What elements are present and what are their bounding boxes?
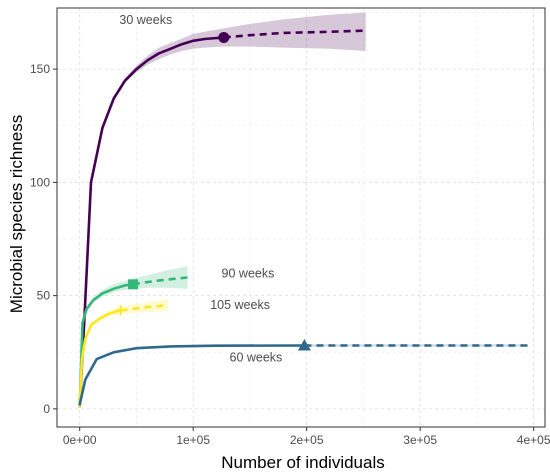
annotation-60-weeks: 60 weeks [230,350,283,364]
y-axis-title: Microbial species richness [7,115,26,313]
x-tick-label: 2e+05 [290,433,324,447]
ci-ribbon-90-weeks [79,266,188,407]
x-axis-ticks: 0e+00 1e+05 2e+05 3e+05 4e+05 [63,427,550,447]
annotation-90-weeks: 90 weeks [222,267,275,281]
x-tick-label: 1e+05 [176,433,210,447]
reference-point-105-weeks [115,305,126,316]
y-axis-ticks: 0 50 100 150 [30,62,57,416]
annotation-105-weeks: 105 weeks [210,298,270,312]
reference-markers [115,31,311,351]
reference-point-30-weeks [218,31,230,43]
line-interpolated-60-weeks [78,344,306,406]
x-axis-title: Number of individuals [221,453,384,472]
series-annotations: 30 weeks 90 weeks 105 weeks 60 weeks [119,13,282,364]
line-extrapolated-30-weeks [223,29,366,39]
line-extrapolated-105-weeks [120,304,169,312]
y-tick-label: 150 [30,62,50,76]
x-tick-label: 3e+05 [403,433,437,447]
annotation-30-weeks: 30 weeks [119,13,172,27]
y-tick-label: 0 [43,402,50,416]
reference-point-90-weeks [128,279,139,290]
y-tick-label: 50 [37,289,51,303]
x-tick-label: 0e+00 [63,433,97,447]
x-tick-label: 4e+05 [517,433,550,447]
reference-point-60-weeks [297,338,311,351]
series-lines [78,29,528,408]
grid [57,8,545,427]
y-tick-label: 100 [30,175,50,189]
line-interpolated-90-weeks [78,283,135,408]
ci-ribbon-105-weeks [79,299,169,407]
line-interpolated-105-weeks [78,309,122,408]
line-interpolated-30-weeks [78,36,226,408]
panel-border [56,7,546,428]
